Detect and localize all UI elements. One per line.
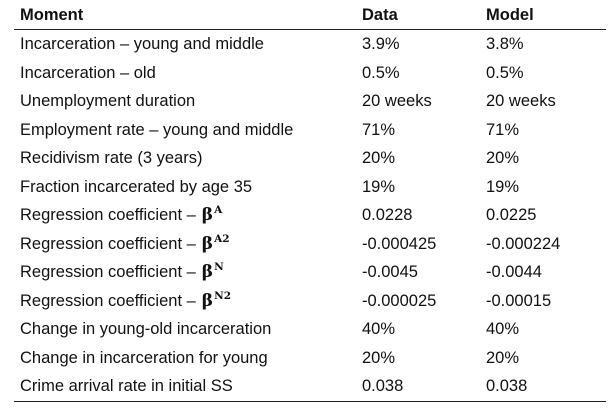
data-value: 40% — [362, 320, 396, 338]
table-row: Change in incarceration for young 20% 20… — [0, 344, 614, 372]
model-value: 40% — [486, 320, 520, 338]
model-value: 19% — [486, 177, 520, 196]
table-row: Incarceration – old 0.5% 0.5% — [0, 59, 614, 87]
header-model: Model — [486, 6, 534, 24]
moment-label: Change in incarceration for young — [20, 348, 268, 367]
moment-label-text: Regression coefficient – — [20, 206, 196, 224]
table-row: Incarceration – young and middle 3.9% 3.… — [0, 30, 614, 58]
data-value: -0.000025 — [362, 291, 437, 310]
data-value: 0.5% — [362, 63, 400, 82]
moment-label: Regression coefficient – βA2 — [20, 230, 230, 258]
data-value: 20 weeks — [362, 92, 432, 110]
model-value: 0.5% — [486, 63, 524, 82]
data-value: 0.038 — [362, 377, 404, 395]
model-value: 20% — [486, 149, 520, 167]
moment-label-text: Regression coefficient – — [20, 234, 196, 253]
model-value: 20% — [486, 348, 520, 367]
model-value: -0.00015 — [486, 291, 552, 310]
data-value: 71% — [362, 120, 396, 139]
moment-label-text: Regression coefficient – — [20, 263, 196, 281]
beta-superscript: A2 — [214, 232, 230, 245]
data-value: -0.000425 — [362, 234, 437, 253]
moment-label: Incarceration – young and middle — [20, 35, 264, 53]
moment-label: Unemployment duration — [20, 92, 196, 110]
moment-label: Recidivism rate (3 years) — [20, 149, 203, 167]
beta-symbol: β — [201, 290, 214, 311]
beta-superscript: N — [214, 261, 224, 273]
table-row: Regression coefficient – βN2 -0.000025 -0… — [0, 287, 614, 315]
table-row: Regression coefficient – βA2 -0.000425 -0… — [0, 230, 614, 258]
table-row: Change in young-old incarceration 40% 40… — [0, 315, 614, 343]
moment-label: Regression coefficient – βN — [20, 258, 224, 286]
table-row: Recidivism rate (3 years) 20% 20% — [0, 144, 614, 172]
model-value: -0.000224 — [486, 234, 561, 253]
data-value: 19% — [362, 177, 396, 196]
table-bottom-rule — [14, 401, 606, 402]
table-row: Crime arrival rate in initial SS 0.038 0… — [0, 372, 614, 400]
model-value: 0.038 — [486, 377, 528, 395]
table-row: Regression coefficient – βA 0.0228 0.0225 — [0, 201, 614, 229]
data-value: 20% — [362, 149, 396, 167]
model-value: -0.0044 — [486, 263, 542, 281]
model-value: 20 weeks — [486, 92, 556, 110]
moment-label-text: Regression coefficient – — [20, 291, 196, 310]
moment-label: Incarceration – old — [20, 63, 156, 82]
data-value: 3.9% — [362, 35, 400, 53]
moment-label: Crime arrival rate in initial SS — [20, 377, 233, 395]
beta-superscript: A — [214, 204, 223, 216]
table-row: Regression coefficient – βN -0.0045 -0.00… — [0, 258, 614, 286]
beta-symbol: β — [201, 262, 214, 282]
moment-label: Change in young-old incarceration — [20, 320, 272, 338]
table-row: Fraction incarcerated by age 35 19% 19% — [0, 173, 614, 201]
moment-label: Regression coefficient – βA — [20, 201, 222, 229]
model-value: 71% — [486, 120, 520, 139]
header-moment: Moment — [20, 6, 84, 24]
data-value: 20% — [362, 348, 396, 367]
moment-label: Regression coefficient – βN2 — [20, 287, 231, 315]
header-divider — [14, 29, 606, 30]
model-value: 0.0225 — [486, 206, 537, 224]
moment-label: Employment rate – young and middle — [20, 120, 294, 139]
data-value: -0.0045 — [362, 263, 418, 281]
beta-symbol: β — [201, 205, 214, 225]
moment-label: Fraction incarcerated by age 35 — [20, 177, 253, 196]
model-value: 3.8% — [486, 35, 524, 53]
header-data: Data — [362, 6, 398, 24]
table-row: Employment rate – young and middle 71% 7… — [0, 116, 614, 144]
data-value: 0.0228 — [362, 206, 413, 224]
beta-symbol: β — [201, 233, 214, 254]
table-header-row: Moment Data Model — [0, 1, 614, 29]
beta-superscript: N2 — [214, 289, 231, 302]
table-row: Unemployment duration 20 weeks 20 weeks — [0, 87, 614, 115]
